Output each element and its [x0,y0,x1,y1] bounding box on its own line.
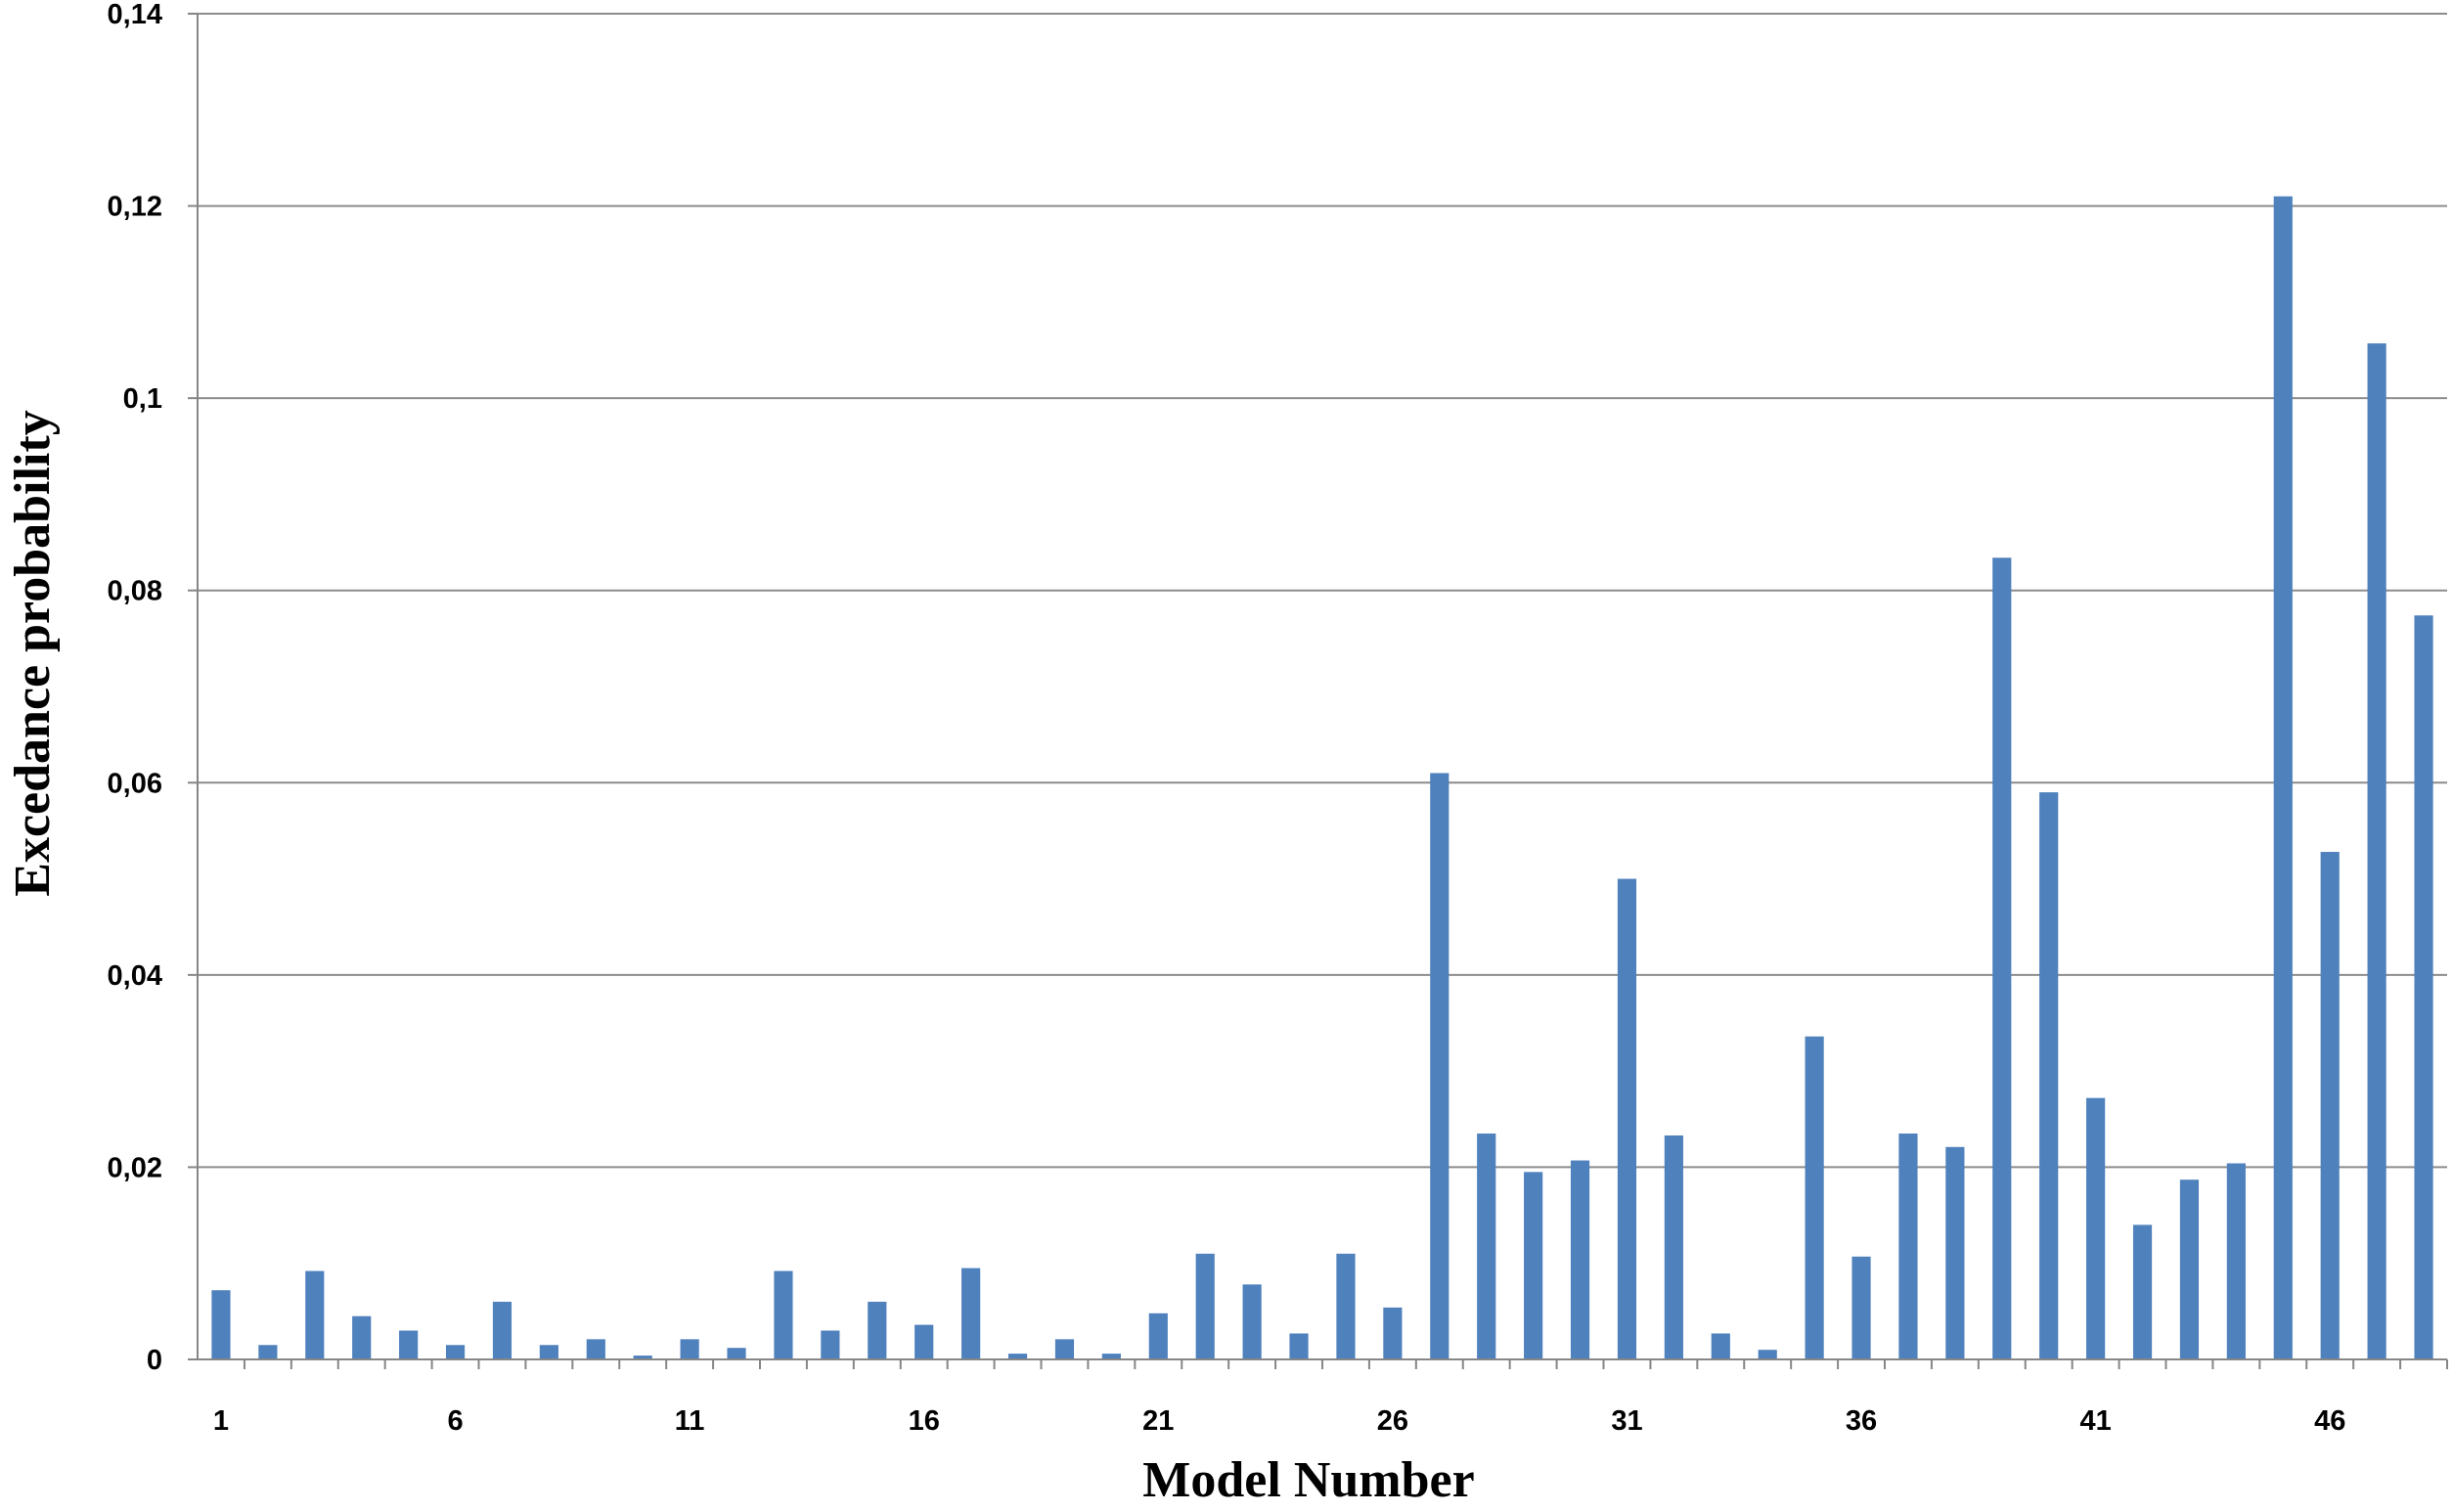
bar [539,1345,558,1359]
bar [914,1324,934,1359]
bar [492,1302,513,1359]
y-tick-label: 0,1 [123,383,162,415]
bar [1992,557,2012,1359]
bar [1945,1146,1965,1359]
bar [1898,1134,1918,1359]
y-tick-label: 0 [147,1345,162,1376]
bar [727,1348,746,1359]
x-tick-label: 31 [1611,1405,1642,1437]
bar [1007,1354,1028,1359]
bar [2367,343,2386,1359]
x-tick-label: 16 [909,1405,940,1437]
bar [1805,1036,1824,1359]
bar [961,1267,981,1359]
bar [774,1270,793,1359]
bar [1054,1339,1075,1359]
bar [1383,1307,1403,1359]
bar [1617,878,1637,1359]
bar [1430,773,1450,1359]
x-axis-title: Model Number [1142,1452,1474,1508]
y-tick-label: 0,04 [108,960,162,992]
x-tick-label: 26 [1377,1405,1408,1437]
x-tick-label: 6 [447,1405,463,1437]
bar [352,1315,372,1359]
y-tick-label: 0,08 [108,576,162,607]
bar [1336,1253,1356,1359]
x-tick-label: 46 [2314,1405,2345,1437]
bar [1851,1256,1871,1359]
bar [2320,852,2340,1359]
bar [2086,1097,2106,1359]
bars [211,196,2448,1369]
bar [211,1290,231,1359]
bar [2273,196,2293,1359]
x-tick-labels: 1 6 11 16 21 26 31 36 41 46 [213,1405,2345,1437]
bar [445,1345,466,1359]
y-tick-label: 0,14 [108,0,162,30]
bar [2414,615,2433,1359]
x-tick-label: 41 [2079,1405,2111,1437]
bar [1477,1134,1496,1359]
gridlines [188,13,2447,1360]
x-tick-label: 1 [213,1405,229,1437]
bar [2132,1224,2153,1359]
bar [1148,1312,1168,1359]
bar [1758,1350,1777,1359]
bar [1664,1134,1683,1359]
x-tick-label: 11 [675,1405,705,1437]
bar [1711,1333,1730,1359]
bar [680,1339,699,1359]
x-tick-label: 21 [1142,1405,1174,1437]
y-tick-label: 0,02 [108,1152,162,1183]
bar [821,1330,840,1359]
y-axis-title: Excedance probability [5,410,61,896]
bar [2039,792,2059,1359]
bar [1101,1354,1121,1359]
bar [1242,1284,1262,1359]
bar [2226,1163,2246,1359]
bar [399,1330,419,1359]
bar [258,1345,278,1359]
bar [868,1302,887,1359]
bar [1195,1253,1215,1359]
y-tick-label: 0,06 [108,768,162,799]
bar [305,1270,325,1359]
bar [1524,1172,1543,1359]
bar [2179,1179,2200,1359]
y-tick-labels: 0 0,02 0,04 0,06 0,08 0,1 0,12 0,14 [108,0,162,1376]
bar [633,1356,652,1359]
bar [1289,1333,1309,1359]
bar [586,1339,605,1359]
axes [197,14,2447,1360]
y-tick-label: 0,12 [108,192,162,223]
x-tick-label: 36 [1846,1405,1877,1437]
bar [1570,1160,1590,1359]
